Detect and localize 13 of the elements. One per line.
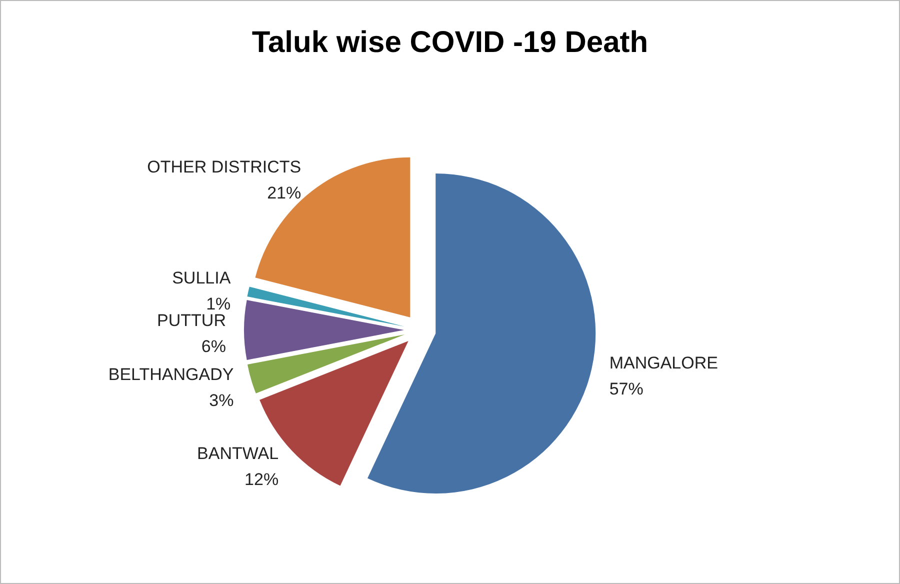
slice-label: SULLIA	[172, 268, 232, 288]
slice-label: BANTWAL	[197, 444, 279, 463]
data-label: 21%	[267, 184, 302, 203]
slice-label: PUTTUR	[157, 311, 226, 330]
data-label: 3%	[209, 391, 234, 410]
slice-label: BELTHANGADY	[108, 365, 234, 384]
chart-title: Taluk wise COVID -19 Death	[252, 26, 648, 59]
slice-label: MANGALORE	[609, 353, 718, 372]
data-label: 1%	[206, 294, 231, 314]
data-label: 57%	[609, 379, 644, 398]
data-label: 12%	[244, 470, 279, 489]
data-label: 6%	[201, 337, 226, 356]
slice-label: OTHER DISTRICTS	[147, 158, 302, 177]
